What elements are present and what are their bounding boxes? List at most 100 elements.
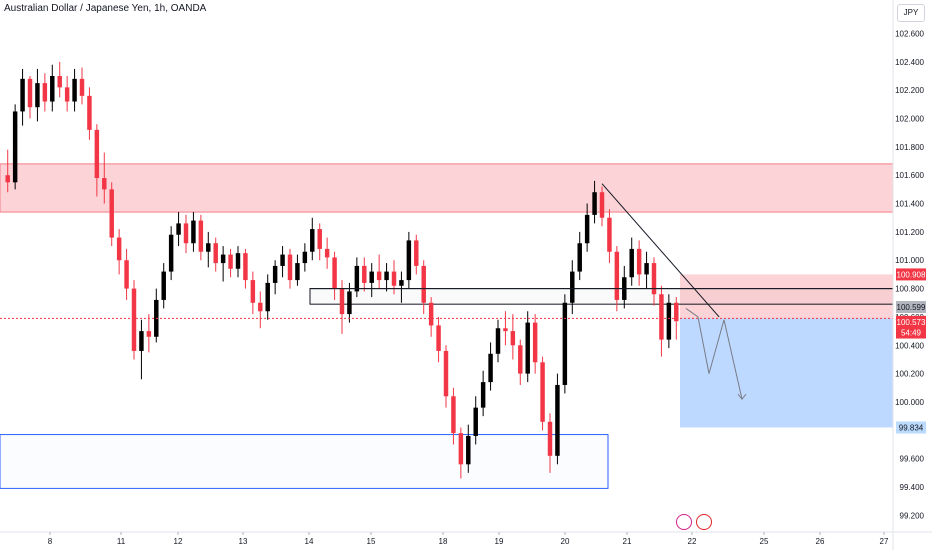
candle-body	[406, 240, 412, 281]
x-tick-label: 25	[760, 537, 769, 546]
candle-body	[206, 243, 211, 252]
candle	[20, 68, 25, 126]
candle-body	[191, 220, 196, 244]
candle	[547, 413, 553, 473]
demand-zone	[0, 434, 609, 489]
candle-body	[555, 384, 560, 456]
candle-body	[473, 407, 478, 436]
candle	[102, 152, 107, 204]
candle	[64, 76, 70, 112]
candle-body	[532, 322, 538, 363]
candle-body	[235, 253, 241, 269]
candle	[629, 237, 634, 286]
candle-body	[651, 263, 657, 295]
x-tick-label: 12	[174, 537, 183, 546]
candle-body	[35, 83, 40, 108]
price-label-stop-bg	[896, 268, 926, 281]
x-axis: 8 11 12 13 14 15 18 19 20 21 22 25 26 27	[48, 532, 889, 546]
candle	[399, 271, 404, 303]
projection-arrowhead	[737, 393, 747, 400]
candle	[562, 294, 568, 394]
candle-body	[287, 254, 293, 281]
candle-body	[20, 78, 25, 112]
candle	[272, 260, 278, 295]
candle	[324, 237, 330, 269]
y-tick-label: 100.200	[895, 370, 924, 379]
candle	[50, 64, 55, 112]
candle-body	[562, 302, 568, 385]
y-tick-label: 99.400	[900, 483, 925, 492]
candle	[87, 87, 92, 140]
candle-body	[599, 192, 605, 218]
candle	[636, 240, 642, 286]
candle	[243, 248, 248, 289]
candle-body	[376, 271, 382, 281]
candle-body	[666, 302, 672, 340]
candle	[131, 280, 137, 360]
candle	[362, 257, 367, 292]
candle-body	[347, 291, 352, 315]
y-tick-label: 101.800	[895, 143, 924, 152]
candle-body	[659, 294, 664, 340]
y-tick-label: 99.600	[900, 455, 925, 464]
y-tick-label: 101.400	[895, 200, 924, 209]
candle-body	[109, 189, 114, 238]
candle-body	[629, 248, 634, 278]
x-tick-label: 27	[880, 537, 889, 546]
candle-body	[102, 178, 107, 190]
candle	[109, 182, 114, 247]
candle-body	[116, 237, 122, 261]
resistance-zone	[0, 163, 894, 213]
candle	[302, 243, 308, 272]
candle	[555, 373, 560, 465]
candle	[287, 248, 293, 289]
candle-body	[577, 243, 582, 272]
candle-body	[168, 234, 174, 272]
candles	[5, 61, 679, 479]
candle-body	[391, 271, 397, 286]
candle-body	[139, 331, 144, 351]
candle	[5, 149, 10, 193]
candle-body	[480, 382, 486, 408]
record-icon[interactable]	[696, 514, 712, 530]
candle-body	[495, 328, 501, 354]
candle	[146, 314, 152, 353]
price-label-target: 99.834	[899, 423, 924, 432]
candle	[310, 217, 315, 261]
candle	[183, 214, 189, 254]
candle-body	[399, 280, 404, 286]
candle	[421, 260, 426, 315]
candle	[495, 319, 501, 363]
candle	[599, 186, 605, 227]
y-tick-label: 101.000	[895, 256, 924, 265]
candle	[317, 223, 322, 261]
candle-body	[79, 78, 85, 96]
candle-body	[362, 265, 367, 283]
stop-zone	[680, 274, 893, 319]
candle-body	[87, 95, 92, 130]
zones	[0, 163, 894, 489]
candle-body	[124, 260, 129, 289]
x-tick-label: 21	[623, 537, 632, 546]
candle	[510, 314, 516, 360]
candle-body	[518, 345, 523, 374]
candle-body	[436, 325, 441, 351]
y-tick-label: 100.000	[895, 398, 924, 407]
y-tick-label: 100.400	[895, 341, 924, 350]
candle	[124, 248, 129, 300]
candle-body	[243, 253, 248, 281]
candle	[280, 246, 285, 278]
lightning-icon[interactable]	[676, 514, 692, 530]
candle-body	[488, 353, 493, 383]
candle	[532, 314, 538, 374]
trendline	[601, 183, 720, 318]
candle-body	[540, 362, 545, 422]
y-tick-label: 99.200	[900, 511, 925, 520]
currency-button[interactable]: JPY	[897, 4, 925, 22]
y-tick-label: 102.600	[895, 30, 924, 39]
x-tick-label: 11	[117, 537, 126, 546]
candle	[154, 288, 159, 343]
candle	[473, 396, 478, 445]
candle-body	[258, 302, 263, 312]
